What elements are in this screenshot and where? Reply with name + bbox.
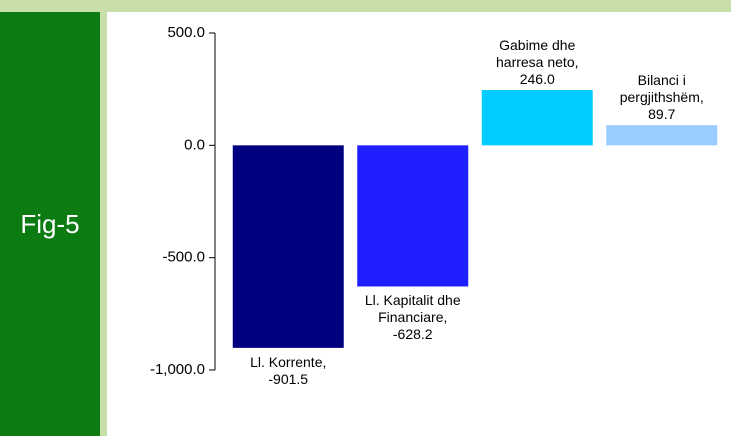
- data-label: Ll. Kapitalit dhe Financiare, -628.2: [364, 292, 461, 343]
- y-tick-label: 500.0: [167, 24, 205, 41]
- data-label-wrap: Bilanci i pergjithshëm, 89.7: [614, 43, 710, 123]
- data-label: Ll. Korrente, -901.5: [250, 353, 327, 387]
- figure-label: Fig-5: [0, 12, 100, 436]
- data-label-wrap: Ll. Korrente, -901.5: [240, 354, 336, 434]
- data-label-box: Gabime dhe harresa neto, 246.0: [489, 8, 585, 88]
- data-label-box: Ll. Kapitalit dhe Financiare, -628.2: [365, 292, 461, 372]
- y-tick-label: -500.0: [162, 249, 205, 266]
- bar: [232, 145, 344, 348]
- data-label: Bilanci i pergjithshëm, 89.7: [619, 72, 704, 123]
- data-label-wrap: Gabime dhe harresa neto, 246.0: [489, 8, 585, 88]
- data-label-box: Bilanci i pergjithshëm, 89.7: [614, 43, 710, 123]
- data-label-wrap: Ll. Kapitalit dhe Financiare, -628.2: [365, 292, 461, 372]
- data-label-box: Ll. Korrente, -901.5: [240, 354, 336, 434]
- data-label: Gabime dhe harresa neto, 246.0: [496, 37, 579, 88]
- bar: [481, 90, 593, 146]
- bar: [606, 125, 718, 146]
- bar: [357, 145, 469, 287]
- y-tick-label: -1,000.0: [150, 361, 205, 378]
- y-tick-label: 0.0: [184, 136, 205, 153]
